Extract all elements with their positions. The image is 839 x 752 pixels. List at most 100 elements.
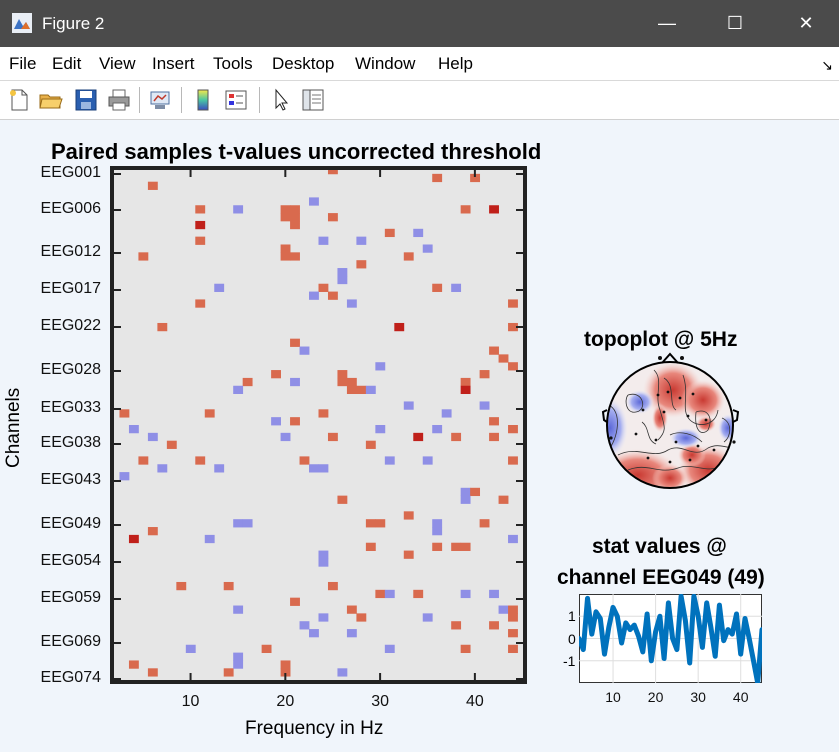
- heatmap-x-tick-label: 10: [181, 693, 200, 710]
- heatmap-y-tick-label: EEG033: [40, 399, 101, 416]
- heatmap-cell: [147, 181, 158, 190]
- heatmap-cell: [119, 409, 130, 418]
- heatmap-cell: [337, 370, 348, 379]
- heatmap-cell: [280, 660, 291, 669]
- heatmap-cell: [327, 166, 338, 175]
- line-chart-x-tick-label: 20: [647, 689, 664, 705]
- insert-colorbar-icon[interactable]: [190, 87, 216, 113]
- heatmap-cell: [356, 260, 367, 269]
- heatmap-cell: [489, 589, 499, 599]
- heatmap-cell: [195, 220, 206, 230]
- heatmap-cell: [498, 495, 509, 504]
- heatmap-cell: [451, 432, 462, 442]
- undock-icon[interactable]: ↘: [821, 57, 833, 73]
- heatmap-cell: [280, 432, 291, 442]
- heatmap-cell: [460, 205, 471, 214]
- heatmap-cell: [261, 644, 272, 654]
- menu-view[interactable]: View: [99, 54, 136, 73]
- heatmap-cell: [460, 385, 471, 395]
- heatmap-cell: [290, 597, 300, 606]
- heatmap-cell: [166, 440, 177, 449]
- menu-window[interactable]: Window: [355, 54, 416, 73]
- heatmap-cell: [479, 519, 490, 528]
- heatmap-cell: [384, 456, 395, 465]
- heatmap-cell: [346, 385, 357, 395]
- heatmap-cell: [489, 205, 499, 214]
- heatmap-cell: [479, 401, 490, 410]
- heatmap-cell: [309, 197, 319, 206]
- edit-plot-icon[interactable]: [268, 87, 294, 113]
- heatmap-cell: [309, 629, 319, 638]
- topoplot-head[interactable]: [598, 350, 748, 495]
- menu-bar: File Edit View Insert Tools Desktop Wind…: [0, 47, 839, 81]
- line-chart-y-tick-label: 0: [568, 630, 576, 647]
- close-button[interactable]: ✕: [783, 0, 829, 47]
- toolbar-separator: [181, 87, 182, 113]
- heatmap-cell: [365, 542, 376, 551]
- heatmap-cell: [271, 370, 281, 379]
- heatmap-title: Paired samples t-values uncorrected thre…: [51, 139, 542, 164]
- heatmap-cell: [432, 283, 443, 292]
- heatmap-cell: [394, 322, 405, 332]
- new-figure-icon[interactable]: [6, 87, 32, 113]
- heatmap-cell: [138, 252, 149, 261]
- heatmap-y-tick-label: EEG074: [40, 669, 101, 686]
- heatmap-cell: [356, 385, 367, 395]
- heatmap-cell: [299, 456, 310, 465]
- maximize-button[interactable]: ☐: [712, 0, 758, 47]
- close-icon: ✕: [798, 13, 814, 33]
- heatmap-cell: [422, 244, 433, 253]
- heatmap-cell: [508, 613, 518, 622]
- heatmap-cell: [233, 652, 244, 661]
- heatmap-y-tick-label: EEG069: [40, 633, 101, 650]
- heatmap-cell: [327, 581, 338, 591]
- menu-tools[interactable]: Tools: [213, 54, 253, 73]
- heatmap-cell: [451, 621, 462, 630]
- heatmap-cell: [157, 464, 168, 473]
- heatmap-y-tick-label: EEG049: [40, 515, 101, 532]
- insert-legend-icon[interactable]: [223, 87, 249, 113]
- heatmap-cell: [233, 385, 244, 395]
- heatmap-cell: [451, 542, 462, 551]
- heatmap-cell: [280, 252, 291, 261]
- open-file-icon[interactable]: [38, 87, 64, 113]
- toolbar: [0, 81, 839, 120]
- heatmap-cell: [413, 228, 424, 238]
- heatmap-cell: [290, 205, 300, 214]
- menu-desktop[interactable]: Desktop: [272, 54, 335, 73]
- heatmap-cell: [498, 354, 509, 363]
- link-plot-icon[interactable]: [147, 87, 173, 113]
- heatmap-cell: [365, 385, 376, 395]
- minimize-button[interactable]: —: [644, 0, 690, 47]
- heatmap-cell: [337, 268, 348, 277]
- heatmap-cell: [318, 409, 329, 418]
- heatmap-cell: [318, 613, 329, 622]
- property-inspector-icon[interactable]: [300, 87, 326, 113]
- heatmap-cell: [413, 589, 424, 599]
- heatmap-cell: [346, 605, 357, 614]
- line-chart-title: stat values @: [592, 535, 727, 558]
- menu-insert[interactable]: Insert: [152, 54, 195, 73]
- heatmap-cell: [441, 409, 452, 418]
- heatmap-cell: [365, 440, 376, 449]
- heatmap-cell: [290, 377, 300, 387]
- menu-help[interactable]: Help: [438, 54, 473, 73]
- print-icon[interactable]: [106, 87, 132, 113]
- line-chart-axes[interactable]: [579, 594, 762, 683]
- heatmap-cell: [242, 519, 253, 528]
- heatmap-cell: [337, 668, 348, 677]
- heatmap-cell: [422, 456, 433, 465]
- heatmap-y-tick-label: EEG001: [40, 164, 101, 181]
- heatmap-cell: [327, 291, 338, 300]
- menu-edit[interactable]: Edit: [52, 54, 82, 73]
- save-icon[interactable]: [73, 87, 99, 113]
- heatmap-cell: [233, 205, 244, 214]
- heatmap-cell: [432, 542, 443, 551]
- heatmap-cell: [403, 401, 414, 410]
- heatmap-cell: [489, 432, 499, 442]
- heatmap-cell: [356, 613, 367, 622]
- menu-file[interactable]: File: [9, 54, 37, 73]
- heatmap-axes[interactable]: [110, 166, 527, 684]
- heatmap-cell: [470, 487, 481, 497]
- heatmap-cell: [128, 660, 139, 669]
